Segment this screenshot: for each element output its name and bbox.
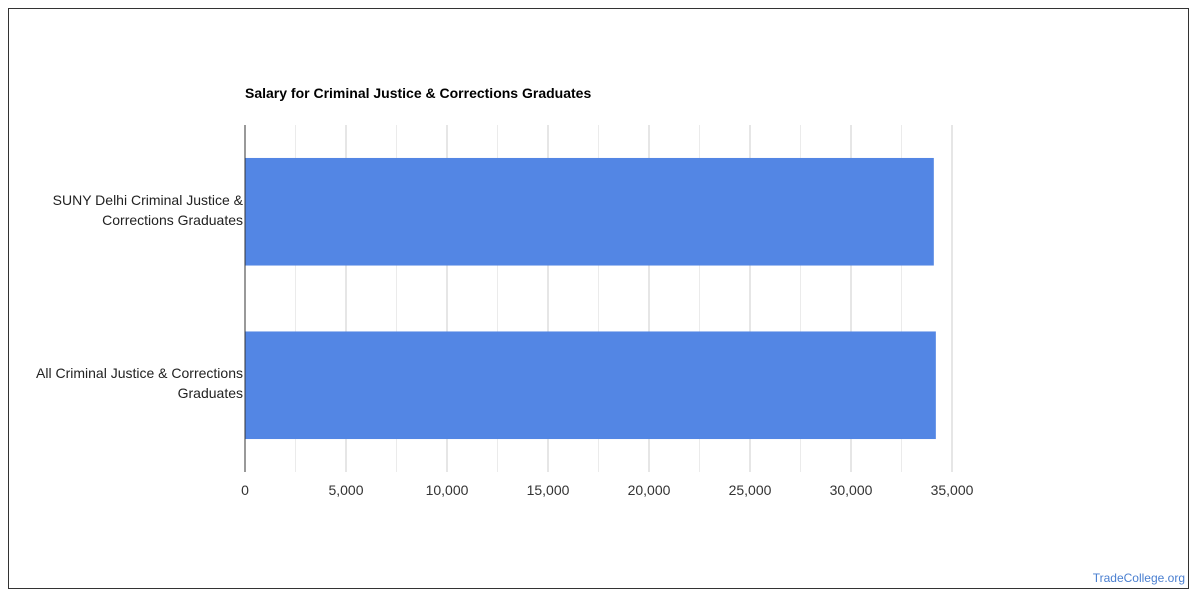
x-tick-label: 20,000 — [628, 482, 671, 498]
category-label: All Criminal Justice & Corrections Gradua… — [3, 363, 243, 403]
x-tick-label: 30,000 — [830, 482, 873, 498]
watermark-link[interactable]: TradeCollege.org — [1092, 571, 1185, 585]
x-tick-label: 5,000 — [328, 482, 363, 498]
bar[interactable] — [245, 331, 936, 440]
x-tick-label: 0 — [241, 482, 249, 498]
category-label-line: SUNY Delhi Criminal Justice & — [52, 191, 243, 208]
x-tick-labels: 0 5,000 10,000 15,000 20,000 25,000 30,000 35,0… — [241, 482, 974, 498]
category-label-line: All Criminal Justice & Corrections — [36, 365, 243, 382]
category-label: SUNY Delhi Criminal Justice & Corrections… — [3, 190, 243, 230]
x-tick-label: 25,000 — [729, 482, 772, 498]
bars — [245, 157, 936, 440]
x-tick-label: 35,000 — [931, 482, 974, 498]
category-label-line: Corrections Graduates — [102, 211, 243, 228]
chart-title: Salary for Criminal Justice & Correction… — [245, 85, 592, 101]
x-tick-label: 10,000 — [426, 482, 469, 498]
bar[interactable] — [245, 157, 934, 266]
category-label-line: Graduates — [177, 385, 243, 402]
x-tick-label: 15,000 — [527, 482, 570, 498]
